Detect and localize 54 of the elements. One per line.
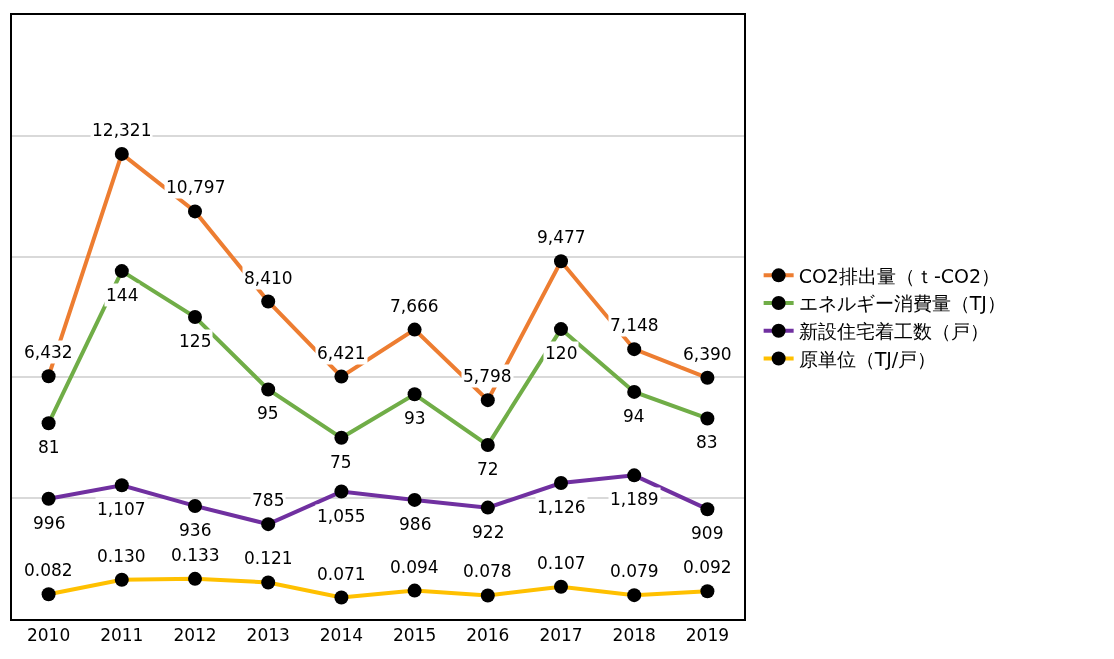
- x-tick-label: 2015: [392, 625, 437, 646]
- data-label: 72: [477, 459, 499, 479]
- data-label: 0.130: [97, 546, 146, 566]
- x-tick-label: 2012: [173, 625, 217, 646]
- data-label: 12,321: [92, 120, 152, 140]
- x-tick-label: 2010: [26, 625, 71, 646]
- data-label: 0.107: [537, 553, 586, 573]
- data-label: 0.078: [463, 561, 512, 581]
- x-tick-label: 2014: [319, 625, 364, 646]
- data-label: 7,148: [610, 315, 659, 335]
- data-label: 95: [257, 403, 279, 423]
- data-label: 1,189: [610, 489, 659, 509]
- data-label: 1,055: [317, 506, 366, 526]
- data-label: 9,477: [537, 227, 586, 247]
- data-label: 0.071: [317, 564, 366, 584]
- data-label: 922: [472, 522, 505, 542]
- data-label: 785: [252, 490, 285, 510]
- data-label: 8,410: [244, 268, 293, 288]
- data-label: 83: [696, 432, 718, 452]
- x-tick-label: 2019: [685, 625, 730, 646]
- data-label: 5,798: [463, 366, 512, 386]
- data-label: 125: [179, 331, 212, 351]
- data-label: 0.121: [244, 548, 293, 568]
- data-label: 94: [623, 406, 645, 426]
- data-label: 909: [691, 523, 724, 543]
- data-label: 1,126: [537, 497, 586, 517]
- data-label: 0.082: [24, 560, 73, 580]
- x-tick-label: 2016: [466, 625, 510, 646]
- data-label: 0.079: [610, 561, 659, 581]
- data-label: 144: [106, 285, 139, 305]
- x-tick-label: 2011: [100, 625, 144, 646]
- data-label: 936: [179, 520, 212, 540]
- data-label: 10,797: [166, 177, 226, 197]
- data-label: 75: [330, 452, 352, 472]
- data-label: 81: [38, 437, 60, 457]
- data-label: 0.133: [171, 545, 220, 565]
- x-tick-label: 2017: [539, 625, 583, 646]
- legend-label: CO2排出量（ｔ-CO2）: [798, 264, 1001, 287]
- data-label: 6,390: [683, 344, 732, 364]
- x-tick-label: 2018: [612, 625, 656, 646]
- data-label: 120: [545, 343, 578, 363]
- legend-label: エネルギー消費量（TJ）: [798, 292, 1006, 315]
- data-label: 996: [33, 513, 66, 533]
- data-label: 6,432: [24, 342, 73, 362]
- data-label: 93: [404, 408, 426, 428]
- data-label: 0.092: [683, 557, 732, 577]
- x-tick-label: 2013: [246, 625, 290, 646]
- data-label: 0.094: [390, 557, 439, 577]
- legend-label: 新設住宅着工数（戸）: [798, 320, 989, 343]
- legend-label: 原単位（TJ/戸）: [798, 347, 937, 370]
- data-label: 6,421: [317, 343, 366, 363]
- data-label: 1,107: [97, 499, 146, 519]
- data-label: 7,666: [390, 296, 439, 316]
- data-label: 986: [399, 514, 432, 534]
